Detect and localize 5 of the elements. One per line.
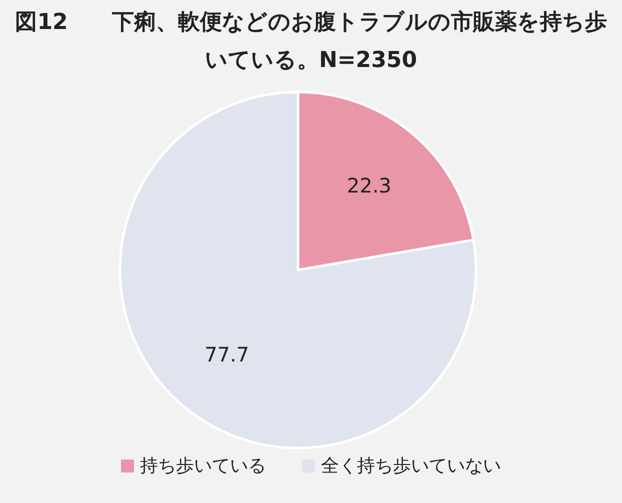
chart-title: 図12 下痢、軟便などのお腹トラブルの市販薬を持ち歩いている。N=2350 [14,8,608,75]
data-label: 22.3 [346,174,392,198]
legend-label: 全く持ち歩いていない [321,456,501,476]
data-label: 77.7 [204,342,250,366]
legend-label: 持ち歩いている [140,456,266,476]
